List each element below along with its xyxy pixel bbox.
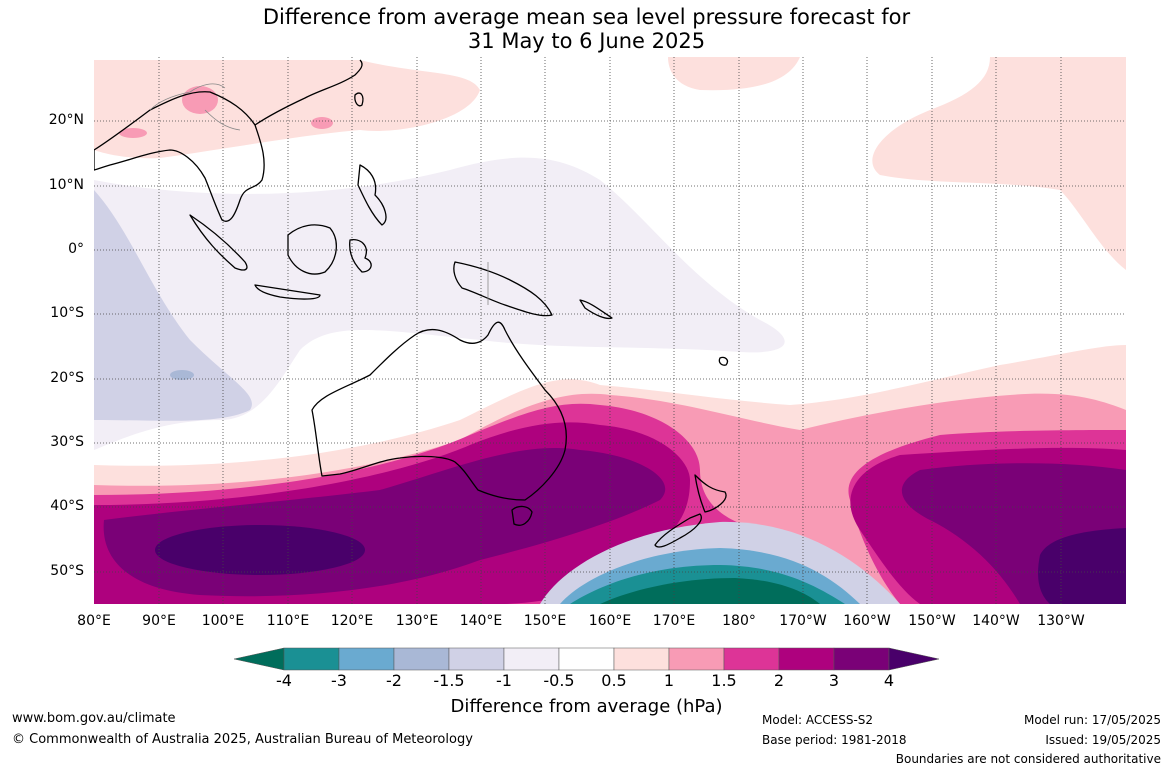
mainland-asia-coastline: [94, 91, 265, 222]
footer-issued: Issued: 19/05/2025: [1045, 733, 1161, 747]
australia-coastline: [311, 321, 567, 501]
anomaly-region-pos4-south: [155, 525, 365, 575]
coastlines: [94, 59, 729, 548]
colorbar-label-neg3: -3: [331, 671, 347, 690]
colorbar-swatch: [503, 647, 560, 671]
lon-label-90e: 90°E: [142, 613, 176, 629]
lon-label-140w: 140°W: [972, 613, 1020, 629]
anomaly-region-pos05-east-pacific: [872, 57, 1126, 270]
colorbar-swatch: [613, 647, 670, 671]
colorbar-swatch: [723, 647, 780, 671]
chart-title-line2: 31 May to 6 June 2025: [467, 29, 706, 53]
colorbar-swatch: [393, 647, 450, 671]
colorbar-label-neg1: -1: [496, 671, 512, 690]
anomaly-region-pos4-east: [1038, 528, 1126, 604]
lon-label-120e: 120°E: [330, 613, 374, 629]
colorbar-swatch: [558, 647, 615, 671]
borneo-coastline: [287, 224, 337, 275]
anomaly-region-neg05-tropics: [94, 157, 785, 450]
lon-label-130w: 130°W: [1037, 613, 1085, 629]
anomaly-region-neg1-indian: [94, 190, 252, 421]
footer-base-period: Base period: 1981-2018: [762, 733, 907, 747]
lat-label-0: 0°: [68, 241, 84, 257]
taiwan-coastline: [354, 92, 364, 107]
colorbar-label-pos4: 4: [883, 671, 895, 690]
footer-website: www.bom.gov.au/climate: [12, 711, 176, 726]
colorbar-label-pos2: 2: [773, 671, 785, 690]
colorbar-swatch: [338, 647, 395, 671]
anomaly-region-pos05-asia: [94, 60, 480, 159]
tasmania-coastline: [511, 505, 533, 526]
sulawesi-coastline: [349, 239, 372, 273]
lon-label-80e: 80°E: [77, 613, 111, 629]
colorbar-label-neg2: -2: [386, 671, 402, 690]
chart-title-line1: Difference from average mean sea level p…: [262, 5, 911, 29]
lon-label-150e: 150°E: [523, 613, 567, 629]
country-borders: [149, 83, 489, 305]
colorbar-label-pos15: 1.5: [711, 671, 737, 690]
fiji-coastline: [718, 356, 729, 366]
sumatra-coastline: [189, 214, 248, 271]
new-zealand-south-coastline: [654, 513, 702, 548]
lat-label-20s: 20°S: [50, 370, 84, 386]
philippines-coastline: [357, 164, 387, 226]
colorbar-label-neg15: -1.5: [433, 671, 465, 690]
solomon-islands-coastline: [579, 299, 613, 320]
lat-label-50s: 50°S: [50, 563, 84, 579]
colorbar-swatch: [448, 647, 505, 671]
colorbar-swatch: [233, 647, 285, 671]
colorbar-label-neg05: -0.5: [543, 671, 575, 690]
anomaly-region-pos1-c: [311, 117, 333, 129]
lon-gridlines: [158, 57, 1062, 604]
colorbar-label-pos05: 0.5: [601, 671, 627, 690]
lon-label-170w: 170°W: [779, 613, 827, 629]
new-zealand-north-coastline: [694, 474, 727, 513]
lat-label-10s: 10°S: [50, 305, 84, 321]
lat-label-10n: 10°N: [48, 177, 84, 193]
lat-label-20n: 20°N: [48, 112, 84, 128]
footer-model-run: Model run: 17/05/2025: [1023, 713, 1161, 727]
china-coast-coastline: [254, 59, 363, 126]
lon-label-110e: 110°E: [266, 613, 310, 629]
lon-label-140e: 140°E: [459, 613, 503, 629]
anomaly-region-pos1-b: [119, 128, 147, 138]
pressure-anomaly-field: [94, 57, 1126, 604]
footer-copyright: © Commonwealth of Australia 2025, Austra…: [12, 732, 473, 747]
colorbar-swatch: [888, 647, 940, 671]
footer-disclaimer: Boundaries are not considered authoritat…: [895, 752, 1161, 766]
anomaly-region-pos05-north-pacific: [668, 57, 800, 91]
footer-model: Model: ACCESS-S2: [762, 713, 874, 727]
colorbar-swatch: [283, 647, 340, 671]
lon-label-130e: 130°E: [395, 613, 439, 629]
colorbar-label-pos3: 3: [828, 671, 840, 690]
new-guinea-coastline: [453, 261, 553, 317]
lon-label-160e: 160°E: [588, 613, 632, 629]
anomaly-region-neg4-south-ocean: [600, 578, 820, 604]
lat-label-40s: 40°S: [50, 498, 84, 514]
colorbar-label-neg4: -4: [276, 671, 292, 690]
lat-label-30s: 30°S: [50, 434, 84, 450]
colorbar-label-pos1: 1: [663, 671, 675, 690]
lon-label-100e: 100°E: [201, 613, 245, 629]
java-coastline: [254, 284, 321, 300]
colorbar-title: Difference from average (hPa): [450, 696, 723, 717]
colorbar-swatch: [668, 647, 725, 671]
lon-label-150w: 150°W: [908, 613, 956, 629]
colorbar-swatch: [833, 647, 890, 671]
anomaly-region-neg15-small: [170, 370, 194, 380]
colorbar-swatch: [778, 647, 835, 671]
lon-label-180: 180°: [722, 613, 756, 629]
lon-label-170e: 170°E: [652, 613, 696, 629]
lon-label-160w: 160°W: [843, 613, 891, 629]
